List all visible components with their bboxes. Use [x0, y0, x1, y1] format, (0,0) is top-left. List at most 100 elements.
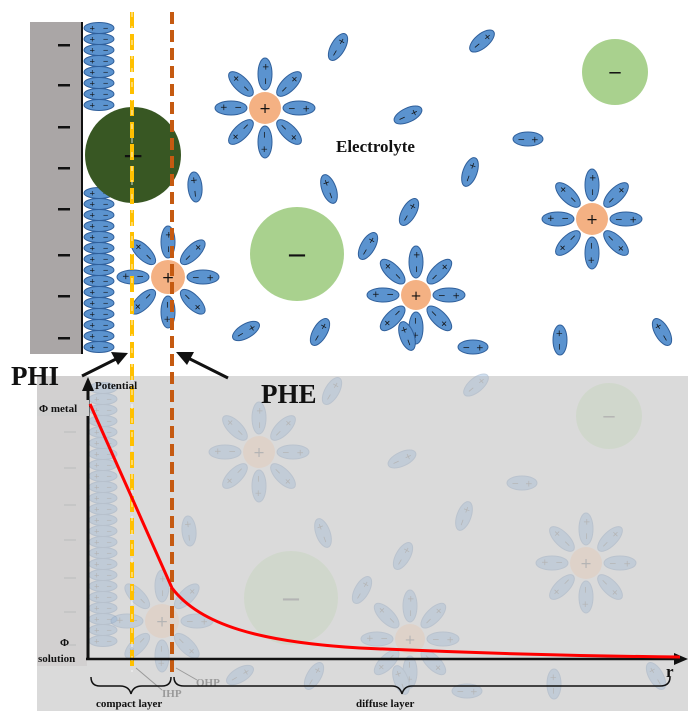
cation-core	[395, 624, 425, 654]
water-minus-sign: −	[235, 329, 247, 341]
water-plus-sign: +	[94, 560, 100, 569]
electrode-charge-faded	[64, 577, 76, 579]
water-plus-sign: +	[547, 213, 555, 223]
water-plus-sign: +	[330, 380, 342, 392]
water-minus-sign: −	[103, 299, 109, 308]
water-minus-sign: −	[103, 24, 109, 33]
water-minus-sign: −	[329, 48, 341, 60]
cation-plus-sign: +	[410, 288, 421, 304]
water-minus-sign: −	[406, 609, 416, 617]
water-minus-sign: −	[106, 428, 112, 437]
water-minus-sign: −	[106, 571, 112, 580]
water-plus-sign: +	[319, 178, 331, 189]
water-minus-sign: −	[410, 317, 420, 325]
water-plus-sign: +	[94, 450, 100, 459]
water-minus-sign: −	[615, 215, 623, 225]
water-minus-sign: −	[229, 673, 241, 685]
water-molecule: +−	[173, 632, 200, 659]
water-molecule: +−	[461, 157, 480, 187]
water-plus-sign: +	[247, 322, 259, 334]
water-minus-sign: −	[186, 617, 194, 627]
water-plus-sign: +	[94, 384, 100, 393]
water-molecule: +−	[603, 182, 629, 208]
water-minus-sign: −	[106, 450, 112, 459]
water-plus-sign: +	[94, 461, 100, 470]
water-plus-sign: +	[296, 448, 304, 458]
water-minus-sign: −	[255, 421, 265, 429]
electrode-charge-faded	[64, 611, 76, 613]
anion-minus-sign: −	[601, 407, 616, 428]
water-molecule: +−	[584, 168, 600, 202]
water-molecule: +−	[387, 449, 417, 469]
electrode-charge	[58, 337, 70, 340]
electrode-charge-faded	[64, 504, 76, 506]
water-molecule: +−	[214, 100, 248, 116]
anion-minus-sign: −	[607, 63, 622, 84]
anion-minus-sign: −	[280, 584, 302, 614]
water-plus-sign: +	[89, 24, 95, 33]
water-molecule: +−	[327, 33, 349, 61]
water-plus-sign: +	[586, 256, 596, 264]
water-plus-sign: +	[89, 310, 95, 319]
water-plus-sign: +	[116, 615, 124, 625]
water-minus-sign: −	[391, 457, 402, 469]
cation-core	[401, 280, 431, 310]
water-molecule: +−	[282, 100, 316, 116]
water-molecule: +−	[351, 576, 373, 604]
water-minus-sign: −	[103, 244, 109, 253]
water-molecule: +−	[83, 209, 115, 221]
water-molecule: +−	[257, 57, 273, 91]
water-minus-sign: −	[106, 637, 112, 646]
water-minus-sign: −	[106, 472, 112, 481]
water-molecule: +−	[512, 131, 544, 147]
water-minus-sign: −	[253, 475, 263, 483]
water-plus-sign: +	[94, 505, 100, 514]
water-plus-sign: +	[89, 244, 95, 253]
water-minus-sign: −	[103, 266, 109, 275]
water-plus-sign: +	[629, 215, 637, 225]
water-plus-sign: +	[220, 102, 228, 112]
water-molecule: +−	[270, 415, 296, 441]
water-minus-sign: −	[282, 448, 290, 458]
water-plus-sign: +	[313, 522, 325, 533]
water-plus-sign: +	[94, 483, 100, 492]
water-plus-sign: +	[580, 600, 590, 608]
ohp-leader	[175, 667, 198, 681]
water-minus-sign: −	[457, 517, 469, 528]
water-minus-sign: −	[517, 135, 525, 145]
water-minus-sign: −	[456, 687, 464, 697]
water-molecule: +−	[179, 288, 206, 315]
water-molecule: +−	[228, 119, 254, 145]
water-plus-sign: +	[94, 604, 100, 613]
ohp-label: OHP	[196, 677, 220, 689]
phi-solution-label: solution	[38, 653, 75, 665]
water-molecule: +−	[420, 649, 447, 676]
water-molecule: +−	[578, 512, 594, 546]
phi-metal-label-box	[37, 400, 89, 416]
water-minus-sign: −	[106, 461, 112, 470]
water-molecule: +−	[173, 583, 200, 610]
water-minus-sign: −	[106, 549, 112, 558]
water-minus-sign: −	[103, 332, 109, 341]
water-minus-sign: −	[305, 677, 317, 689]
potential-axis-arrowhead	[82, 377, 94, 391]
anion: −	[250, 207, 344, 301]
water-molecule: +−	[645, 662, 667, 690]
water-minus-sign: −	[106, 516, 112, 525]
water-plus-sign: +	[259, 145, 269, 153]
water-plus-sign: +	[94, 593, 100, 602]
electrode-charge	[58, 126, 70, 129]
water-molecule: +−	[555, 182, 581, 208]
water-plus-sign: +	[554, 329, 564, 337]
water-plus-sign: +	[476, 343, 484, 353]
water-minus-sign: −	[103, 255, 109, 264]
water-molecule: +−	[597, 526, 623, 552]
water-plus-sign: +	[200, 617, 208, 627]
phi-metal-label: Φ metal	[39, 403, 77, 415]
electrode	[30, 22, 82, 354]
water-minus-sign: −	[103, 57, 109, 66]
water-molecule: +−	[457, 339, 489, 355]
water-molecule: +−	[535, 555, 569, 571]
water-minus-sign: −	[555, 557, 563, 567]
water-molecule: +−	[360, 631, 394, 647]
